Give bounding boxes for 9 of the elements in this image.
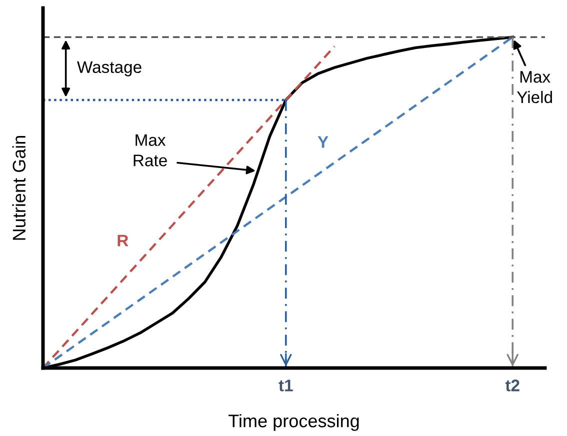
annotation: Wastage bbox=[77, 61, 142, 76]
series-label: R bbox=[118, 234, 128, 246]
x-tick-label: t1 bbox=[278, 380, 293, 392]
x-axis-title: Time processing bbox=[228, 414, 359, 431]
annotation: Max Yield bbox=[516, 71, 552, 104]
x-tick-label: t2 bbox=[505, 380, 520, 392]
series-label: Y bbox=[318, 136, 328, 148]
annotation: Max Rate bbox=[134, 134, 167, 166]
y-axis-title: Nutrient Gain bbox=[12, 136, 26, 240]
